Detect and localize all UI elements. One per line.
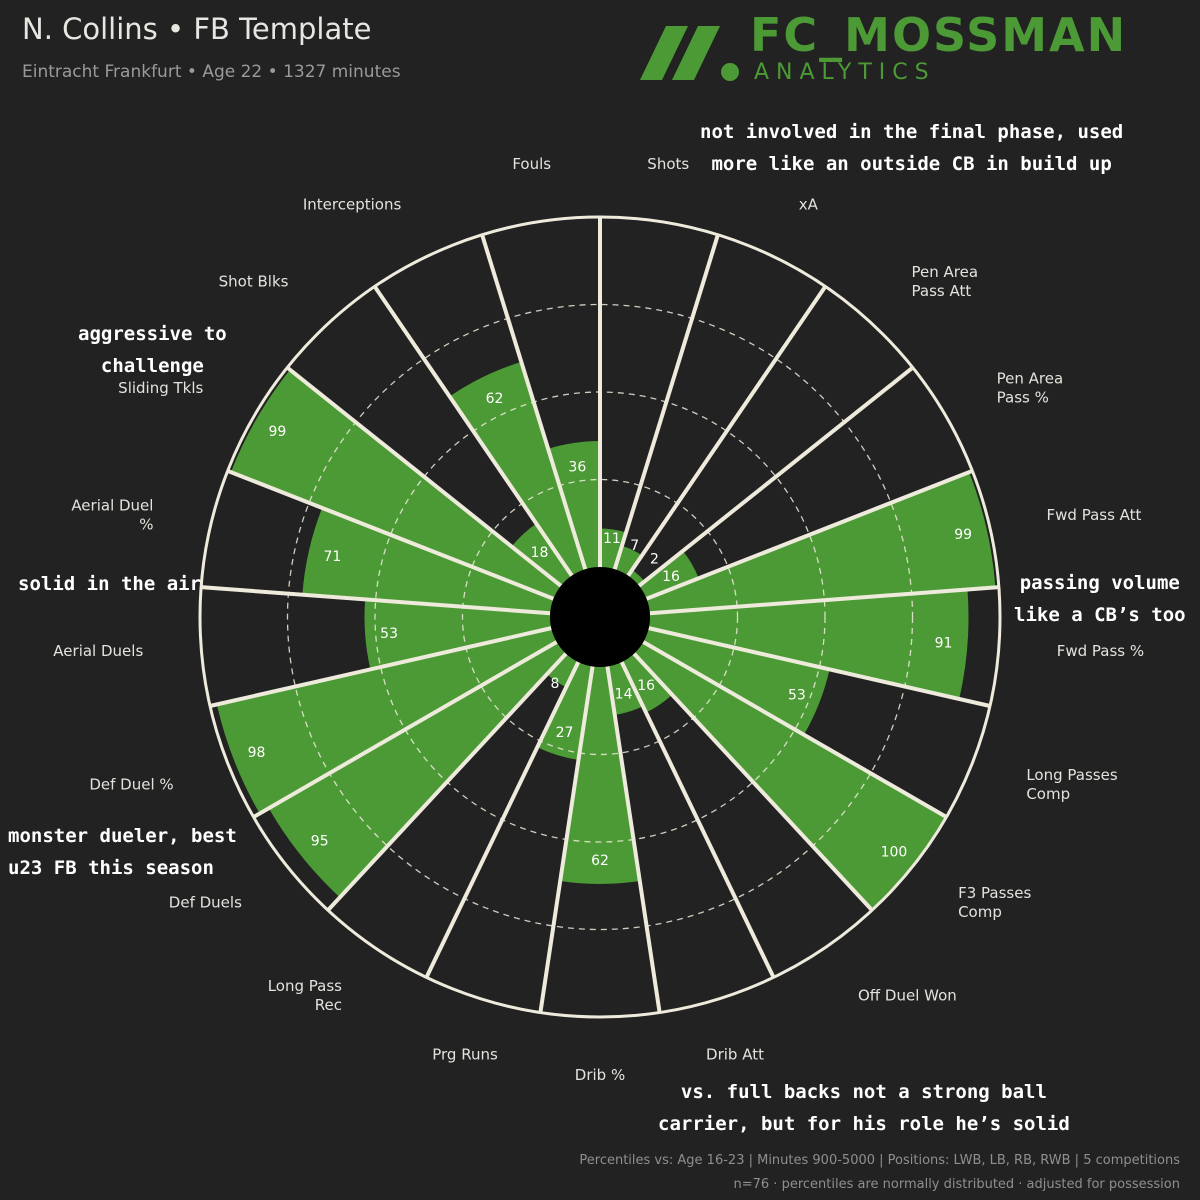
value-label: 99 [954,527,972,543]
annotation-air: solid in the air [18,568,201,600]
value-label: 11 [603,531,621,547]
value-label: 99 [268,424,286,440]
category-label: Fouls [512,155,551,173]
category-label: Shots [647,155,689,173]
value-label: 36 [568,460,586,476]
value-label: 27 [556,725,574,741]
category-label: Def Duels [169,894,242,912]
category-label-line: Drib Att [706,1046,764,1064]
category-label: Fwd Pass % [1057,642,1144,660]
category-label: Pen Area Pass % [997,370,1064,407]
value-label: 53 [788,687,806,703]
category-label-line: Shots [647,155,689,173]
category-label: Prg Runs [432,1046,498,1064]
category-label: Drib Att [706,1046,764,1064]
category-label-line: Fwd Pass % [1057,642,1144,660]
category-label: Def Duel % [89,775,173,793]
category-label-line: Fouls [512,155,551,173]
value-label: 62 [591,853,609,869]
value-label: 2 [650,551,659,567]
category-label: xA [799,195,819,213]
value-label: 71 [323,549,341,565]
category-label-line: Long Passes [1026,766,1117,784]
category-label: Drib % [575,1066,625,1084]
annotation-aggressive: aggressive to challenge [78,318,227,382]
category-label: Aerial Duels [53,642,143,660]
category-label: Fwd Pass Att [1047,506,1142,524]
value-label: 100 [881,844,908,860]
category-label-line: Comp [958,903,1002,921]
category-label-line: Comp [1026,785,1070,803]
category-label: Interceptions [303,195,402,213]
category-label-line: Pen Area [912,263,979,281]
category-label: Aerial Duel% [71,497,153,534]
value-label: 16 [662,569,680,585]
category-label-line: Prg Runs [432,1046,498,1064]
category-label-line: Pass Att [912,282,972,300]
value-label: 95 [311,834,329,850]
value-label: 18 [531,545,549,561]
category-label-line: Long Pass [268,977,342,995]
category-label-line: Pass % [997,389,1049,407]
category-label-line: % [139,516,153,534]
value-label: 7 [630,538,639,554]
annotation-dueler: monster dueler, best u23 FB this season [8,820,237,884]
category-label: Long Passes Comp [1026,766,1117,803]
value-label: 91 [935,636,953,652]
footer-percentile-info: Percentiles vs: Age 16-23 | Minutes 900-… [579,1153,1180,1168]
category-label: F3 Passes Comp [958,884,1031,921]
category-label-line: Interceptions [303,195,402,213]
value-label: 53 [380,626,398,642]
category-label: Long Pass Rec [268,977,342,1014]
category-label-line: Drib % [575,1066,625,1084]
category-label-line: Def Duels [169,894,242,912]
category-label-line: Aerial Duel [71,497,153,515]
category-label: Shot Blks [219,272,289,290]
annotation-final-phase: not involved in the final phase, used mo… [700,116,1123,180]
category-label: Pen Area Pass Att [912,263,979,300]
category-label-line: F3 Passes [958,884,1031,902]
category-label-line: Off Duel Won [858,986,957,1004]
value-label: 98 [248,745,266,761]
category-label-line: Aerial Duels [53,642,143,660]
category-label-line: Fwd Pass Att [1047,506,1142,524]
annotation-passing-volume: passing volume like a CB’s too [1014,567,1186,631]
center-hole [550,567,650,667]
category-label-line: Rec [315,996,342,1014]
category-label-line: Def Duel % [89,775,173,793]
value-label: 14 [615,686,633,702]
value-label: 8 [550,676,559,692]
category-label: Off Duel Won [858,986,957,1004]
footer-method-note: n=76 · percentiles are normally distribu… [734,1177,1181,1192]
value-label: 16 [637,678,655,694]
category-label-line: Pen Area [997,370,1064,388]
value-label: 62 [486,391,504,407]
category-label-line: xA [799,195,819,213]
category-label-line: Shot Blks [219,272,289,290]
annotation-ball-carrier: vs. full backs not a strong ball carrier… [658,1076,1070,1140]
